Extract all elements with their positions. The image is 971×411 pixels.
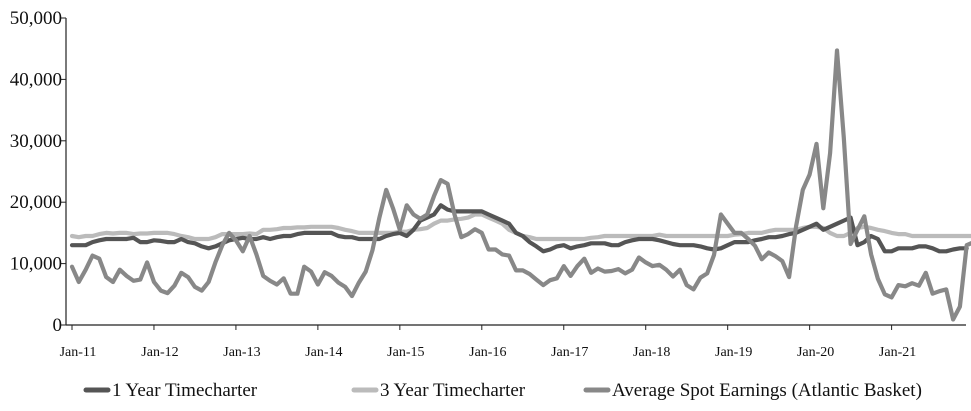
x-tick-label: Jan-16 bbox=[469, 345, 506, 360]
legend-label: Average Spot Earnings (Atlantic Basket) bbox=[612, 380, 922, 401]
y-tick-label: 10,000 bbox=[10, 254, 62, 275]
x-tick-label: Jan-11 bbox=[60, 345, 97, 360]
y-tick-label: 40,000 bbox=[10, 69, 62, 90]
x-tick-label: Jan-19 bbox=[715, 345, 752, 360]
legend-label: 3 Year Timecharter bbox=[380, 380, 526, 401]
x-tick-label: Jan-17 bbox=[551, 345, 588, 360]
y-tick-label: 30,000 bbox=[10, 131, 62, 152]
x-tick-label: Jan-14 bbox=[305, 345, 342, 360]
series-line-average-spot-earnings-atlantic-basket bbox=[69, 48, 971, 322]
x-tick-label: Jan-21 bbox=[879, 345, 916, 360]
y-tick-label: 50,000 bbox=[10, 8, 62, 29]
x-tick-label: Jan-13 bbox=[223, 345, 260, 360]
x-tick-label: Jan-15 bbox=[387, 345, 424, 360]
x-tick-label: Jan-18 bbox=[633, 345, 670, 360]
series-line-1-year-timecharter bbox=[69, 203, 969, 254]
y-tick-label: 20,000 bbox=[10, 192, 62, 213]
x-tick-label: Jan-12 bbox=[141, 345, 178, 360]
x-tick-label: Jan-20 bbox=[797, 345, 834, 360]
legend-label: 1 Year Timecharter bbox=[112, 380, 258, 401]
y-tick-label: 0 bbox=[53, 315, 63, 336]
